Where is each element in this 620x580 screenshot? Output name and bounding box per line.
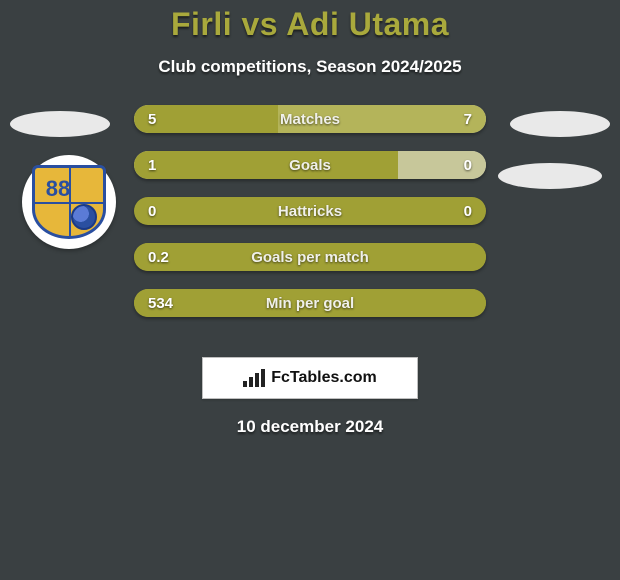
brand-box[interactable]: FcTables.com (202, 357, 418, 399)
footer-date: 10 december 2024 (0, 417, 620, 437)
crest-number: 88 (41, 174, 75, 204)
stat-label: Goals per match (134, 243, 486, 271)
player-right-avatar-placeholder (510, 111, 610, 137)
stat-label: Matches (134, 105, 486, 133)
brand-text: FcTables.com (271, 369, 377, 387)
stat-bar: 57Matches (134, 105, 486, 133)
stat-label: Goals (134, 151, 486, 179)
page-title: Firli vs Adi Utama (0, 0, 620, 43)
infographic: Firli vs Adi Utama Club competitions, Se… (0, 0, 620, 580)
club-left-crest: 88 (22, 155, 116, 249)
comparison-stage: 88 57Matches 10Goals 00Hattricks 0.2Goals p… (0, 105, 620, 335)
club-right-badge-placeholder (498, 163, 602, 189)
stat-bar: 0.2Goals per match (134, 243, 486, 271)
page-subtitle: Club competitions, Season 2024/2025 (0, 57, 620, 77)
stat-bar: 10Goals (134, 151, 486, 179)
crest-ball-icon (71, 204, 97, 230)
brand-chart-icon (243, 369, 265, 387)
stat-bars: 57Matches 10Goals 00Hattricks 0.2Goals per … (134, 105, 486, 317)
stat-bar: 534Min per goal (134, 289, 486, 317)
crest-shield: 88 (32, 165, 106, 239)
player-left-avatar-placeholder (10, 111, 110, 137)
stat-label: Hattricks (134, 197, 486, 225)
stat-bar: 00Hattricks (134, 197, 486, 225)
crest-graphic: 88 (32, 165, 106, 239)
stat-label: Min per goal (134, 289, 486, 317)
